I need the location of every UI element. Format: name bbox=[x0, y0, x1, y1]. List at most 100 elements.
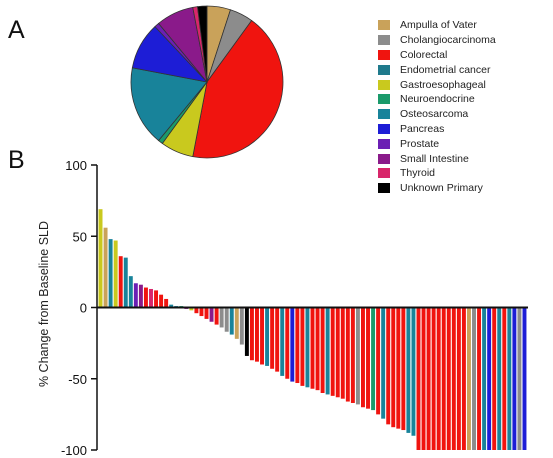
bar-66 bbox=[426, 307, 431, 450]
legend-swatch bbox=[378, 123, 390, 134]
legend-label: Colorectal bbox=[400, 48, 448, 61]
bar-67 bbox=[431, 307, 436, 450]
bar-60 bbox=[396, 307, 401, 429]
legend-label: Osteosarcoma bbox=[400, 108, 469, 121]
pie-slice-colorectal bbox=[192, 19, 284, 159]
bar-42 bbox=[305, 307, 310, 388]
legend-item-osteosarcoma: Osteosarcoma bbox=[378, 107, 496, 122]
bar-27 bbox=[229, 307, 234, 335]
pie-chart bbox=[130, 5, 284, 159]
bar-38 bbox=[285, 307, 290, 379]
legend-label: Prostate bbox=[400, 137, 440, 150]
bar-45 bbox=[320, 307, 325, 393]
bar-22 bbox=[204, 307, 209, 319]
bar-9 bbox=[138, 284, 143, 308]
bar-2 bbox=[103, 227, 108, 308]
bar-78 bbox=[487, 307, 492, 450]
legend-label: Endometrial cancer bbox=[400, 63, 491, 76]
panel-label-b: B bbox=[8, 146, 25, 174]
bar-12 bbox=[154, 290, 159, 308]
bar-28 bbox=[234, 307, 239, 339]
legend-label: Small Intestine bbox=[400, 152, 469, 165]
bar-20 bbox=[194, 307, 199, 314]
bar-43 bbox=[310, 307, 315, 389]
bar-1 bbox=[98, 209, 103, 308]
bar-46 bbox=[325, 307, 330, 395]
bar-15 bbox=[169, 304, 174, 308]
bar-34 bbox=[265, 307, 270, 366]
bar-64 bbox=[416, 307, 421, 450]
bar-54 bbox=[366, 307, 370, 409]
bar-33 bbox=[260, 307, 264, 365]
bar-4 bbox=[113, 240, 118, 308]
y-ticks: 100 50 0 -50 -100 bbox=[61, 158, 97, 458]
legend-label: Cholangiocarcinoma bbox=[400, 34, 496, 47]
bar-39 bbox=[290, 307, 295, 382]
legend-label: Neuroendocrine bbox=[400, 93, 475, 106]
bar-61 bbox=[401, 307, 406, 431]
bar-80 bbox=[497, 307, 502, 450]
legend-item-unknown-primary: Unknown Primary bbox=[378, 181, 496, 196]
bar-29 bbox=[239, 307, 244, 345]
bar-13 bbox=[159, 294, 164, 308]
bar-63 bbox=[411, 307, 416, 436]
legend-item-gastroesophageal: Gastroesophageal bbox=[378, 77, 496, 92]
bar-3 bbox=[108, 239, 113, 308]
y-tick-label: -50 bbox=[68, 372, 87, 387]
legend-item-cholangiocarcinoma: Cholangiocarcinoma bbox=[378, 33, 496, 48]
legend-swatch bbox=[378, 153, 390, 164]
bar-72 bbox=[456, 307, 461, 450]
bar-32 bbox=[255, 307, 259, 362]
bar-75 bbox=[472, 307, 476, 450]
bar-73 bbox=[461, 307, 466, 450]
legend-item-prostate: Prostate bbox=[378, 136, 496, 151]
bar-68 bbox=[436, 307, 441, 450]
bar-21 bbox=[199, 307, 204, 317]
bar-8 bbox=[133, 283, 138, 308]
legend-swatch bbox=[378, 35, 390, 46]
bar-25 bbox=[219, 307, 224, 328]
bar-14 bbox=[164, 298, 169, 308]
bar-11 bbox=[149, 288, 153, 308]
waterfall-bars bbox=[98, 209, 527, 450]
bar-41 bbox=[300, 307, 305, 386]
bar-57 bbox=[381, 307, 386, 419]
legend-swatch bbox=[378, 49, 390, 60]
bar-23 bbox=[209, 307, 214, 322]
bar-76 bbox=[477, 307, 482, 450]
bar-82 bbox=[507, 307, 512, 450]
bar-65 bbox=[421, 307, 426, 450]
panel-label-a: A bbox=[8, 16, 25, 44]
bar-56 bbox=[376, 307, 381, 415]
y-tick-label: 100 bbox=[65, 158, 87, 173]
bar-5 bbox=[118, 256, 123, 308]
legend-swatch bbox=[378, 138, 390, 149]
legend-swatch bbox=[378, 94, 390, 105]
bar-58 bbox=[386, 307, 391, 425]
y-tick-label: 0 bbox=[80, 301, 87, 316]
bar-74 bbox=[466, 307, 471, 450]
pie-legend: Ampulla of Vater Cholangiocarcinoma Colore… bbox=[378, 18, 496, 196]
legend-item-small-intestine: Small Intestine bbox=[378, 151, 496, 166]
bar-77 bbox=[482, 307, 487, 450]
bar-47 bbox=[330, 307, 335, 396]
bar-84 bbox=[517, 307, 522, 450]
bar-7 bbox=[128, 276, 133, 308]
bar-71 bbox=[451, 307, 456, 450]
y-tick-label: -100 bbox=[61, 443, 87, 458]
legend-item-endometrial-cancer: Endometrial cancer bbox=[378, 62, 496, 77]
bar-37 bbox=[280, 307, 285, 376]
legend-swatch bbox=[378, 168, 390, 179]
bar-49 bbox=[340, 307, 345, 399]
legend-label: Pancreas bbox=[400, 122, 445, 135]
legend-swatch bbox=[378, 20, 390, 31]
bar-24 bbox=[214, 307, 219, 325]
legend-swatch bbox=[378, 64, 390, 75]
bar-30 bbox=[244, 307, 249, 356]
bar-10 bbox=[143, 287, 148, 308]
bar-36 bbox=[275, 307, 280, 372]
pie-slice-unknown-primary bbox=[197, 5, 208, 83]
legend-label: Gastroesophageal bbox=[400, 78, 486, 91]
bar-40 bbox=[295, 307, 300, 384]
